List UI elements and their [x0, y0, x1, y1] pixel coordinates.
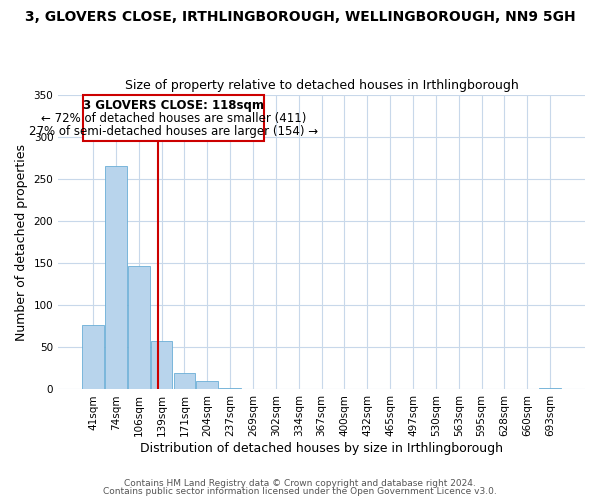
Text: 3 GLOVERS CLOSE: 118sqm: 3 GLOVERS CLOSE: 118sqm [83, 99, 264, 112]
X-axis label: Distribution of detached houses by size in Irthlingborough: Distribution of detached houses by size … [140, 442, 503, 455]
Bar [128, 266, 149, 390]
Text: 3, GLOVERS CLOSE, IRTHLINGBOROUGH, WELLINGBOROUGH, NN9 5GH: 3, GLOVERS CLOSE, IRTHLINGBOROUGH, WELLI… [25, 10, 575, 24]
Bar [173, 372, 195, 390]
Bar [151, 342, 172, 390]
Title: Size of property relative to detached houses in Irthlingborough: Size of property relative to detached ho… [125, 79, 518, 92]
Bar [219, 388, 241, 390]
Y-axis label: Number of detached properties: Number of detached properties [15, 144, 28, 340]
Bar [105, 166, 127, 390]
Text: Contains HM Land Registry data © Crown copyright and database right 2024.: Contains HM Land Registry data © Crown c… [124, 478, 476, 488]
FancyBboxPatch shape [83, 94, 265, 141]
Text: Contains public sector information licensed under the Open Government Licence v3: Contains public sector information licen… [103, 487, 497, 496]
Bar [196, 381, 218, 390]
Bar [82, 324, 104, 390]
Bar [539, 388, 561, 390]
Text: 27% of semi-detached houses are larger (154) →: 27% of semi-detached houses are larger (… [29, 125, 318, 138]
Text: ← 72% of detached houses are smaller (411): ← 72% of detached houses are smaller (41… [41, 112, 306, 125]
